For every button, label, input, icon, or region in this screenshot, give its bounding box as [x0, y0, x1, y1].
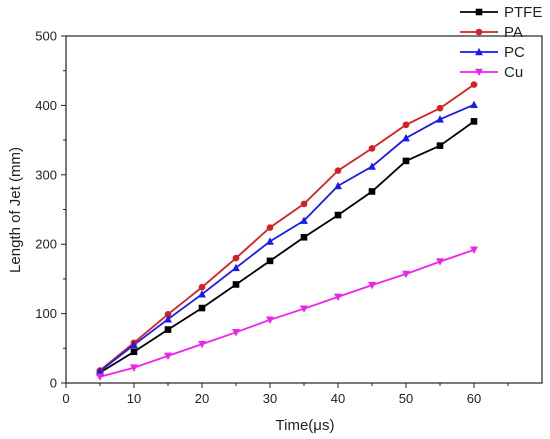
data-point-pa	[164, 310, 172, 318]
data-point-pc	[232, 263, 240, 272]
data-point-pa	[300, 200, 308, 208]
data-point-pc	[402, 133, 410, 142]
plot-lines	[99, 83, 475, 378]
data-point-pa	[232, 254, 240, 262]
x-tick-label: 10	[127, 391, 141, 406]
x-tick-label: 0	[62, 391, 69, 406]
data-point-pc	[436, 115, 444, 123]
legend-marker-cu	[475, 68, 483, 77]
x-tick-label: 60	[467, 391, 481, 406]
data-point-pa	[470, 81, 478, 88]
data-point-pa	[368, 145, 376, 152]
data-point-ptfe	[300, 233, 308, 241]
data-point-cu	[300, 305, 308, 313]
x-tick-label: 30	[263, 391, 277, 406]
data-point-pa	[436, 104, 444, 112]
data-point-cu	[266, 316, 274, 324]
legend-label-pc: PC	[504, 44, 525, 61]
data-point-cu	[368, 281, 376, 290]
data-point-ptfe	[368, 188, 376, 195]
legend-marker-pa	[475, 28, 483, 36]
series-line-pa	[99, 83, 475, 372]
data-point-ptfe	[198, 304, 206, 312]
legend-marker-ptfe	[475, 8, 483, 16]
legend-label-cu: Cu	[504, 64, 523, 81]
y-tick-label: 500	[35, 29, 57, 44]
y-axis-title: Length of Jet (mm)	[7, 147, 24, 273]
data-point-pa	[334, 167, 342, 174]
data-point-cu	[232, 329, 240, 337]
x-tick-label: 40	[331, 391, 345, 406]
data-point-pc	[368, 162, 376, 170]
data-point-cu	[96, 373, 104, 381]
data-point-ptfe	[470, 118, 478, 125]
x-tick-label: 20	[195, 391, 209, 406]
data-point-pc	[198, 290, 206, 298]
series-line-cu	[99, 248, 475, 378]
data-point-cu	[164, 352, 172, 361]
data-point-ptfe	[130, 348, 138, 356]
data-point-ptfe	[164, 326, 172, 333]
data-point-ptfe	[436, 142, 444, 149]
x-tick-label: 50	[399, 391, 413, 406]
axes: 0 10 20 30 40 50 60 0 100 200 300 400 500	[35, 29, 543, 406]
data-point-pa	[402, 121, 410, 129]
data-point-ptfe	[334, 211, 342, 219]
y-tick-label: 100	[35, 306, 57, 321]
data-point-pc	[334, 181, 342, 190]
data-point-pc	[164, 315, 172, 323]
data-point-cu	[436, 258, 444, 266]
data-point-cu	[402, 270, 410, 279]
data-point-cu	[334, 293, 342, 302]
data-point-pc	[300, 216, 308, 224]
data-point-ptfe	[402, 157, 410, 165]
data-point-ptfe	[266, 257, 274, 265]
legend-label-pa: PA	[504, 24, 523, 41]
data-point-pa	[198, 283, 206, 291]
series-line-pc	[99, 103, 475, 372]
y-tick-label: 200	[35, 237, 57, 252]
data-point-pc	[130, 340, 138, 349]
x-axis-title: Time(μs)	[276, 417, 335, 434]
data-point-ptfe	[232, 281, 240, 288]
data-point-pc	[470, 100, 478, 109]
data-point-cu	[470, 246, 478, 254]
y-tick-label: 0	[50, 376, 57, 391]
plot-markers	[96, 81, 478, 381]
data-point-pc	[96, 367, 104, 375]
data-point-pc	[266, 237, 274, 245]
legend-marker-pc	[475, 47, 483, 56]
data-point-pa	[266, 224, 274, 231]
series-line-ptfe	[99, 120, 475, 374]
data-point-cu	[130, 364, 138, 372]
data-point-cu	[198, 340, 206, 349]
legend: PTFE PA PC Cu	[460, 4, 542, 81]
y-tick-label: 300	[35, 167, 57, 182]
legend-label-ptfe: PTFE	[504, 4, 542, 21]
y-tick-label: 400	[35, 98, 57, 113]
